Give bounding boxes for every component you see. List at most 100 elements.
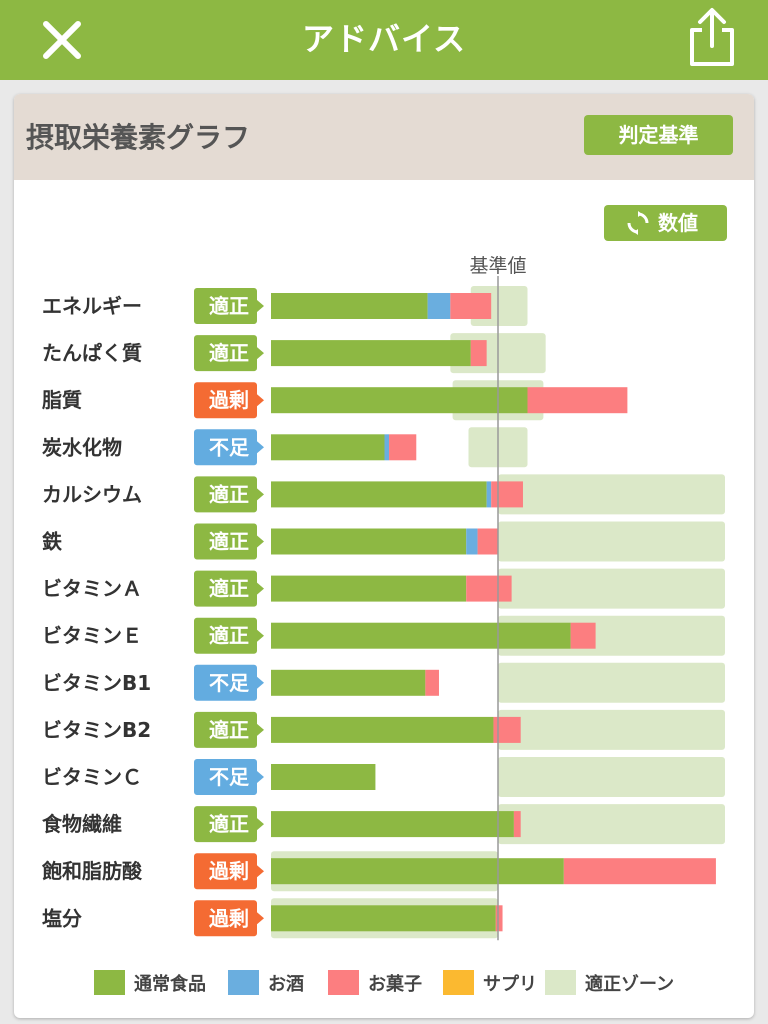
- nutrient-label: ビタミンＥ: [42, 624, 142, 648]
- status-badge: [194, 523, 264, 560]
- status-badge-text: 過剰: [209, 859, 249, 883]
- nutrient-label: ビタミンB2: [42, 718, 151, 742]
- nutrient-label: ビタミンＣ: [42, 765, 142, 789]
- status-badge: [194, 759, 264, 795]
- nutrient-label: たんぱく質: [42, 341, 142, 365]
- legend-label-zone: 適正ゾーン: [585, 973, 674, 995]
- share-button[interactable]: [684, 6, 740, 70]
- alcohol-bar: [486, 481, 492, 508]
- normal_food-bar: [271, 481, 487, 508]
- adequate-zone: [498, 662, 725, 703]
- nutrient-label: ビタミンB1: [42, 671, 151, 695]
- snacks-bar: [495, 905, 503, 932]
- reference-label: 基準値: [469, 255, 526, 277]
- criteria-button[interactable]: 判定基準: [584, 115, 733, 155]
- nutrient-label: エネルギー: [42, 294, 142, 318]
- snacks-bar: [491, 481, 523, 508]
- snacks-bar: [450, 293, 492, 319]
- nutrient-label: カルシウム: [42, 482, 142, 506]
- normal_food-bar: [271, 340, 471, 367]
- nutrient-label: 食物繊維: [42, 812, 122, 836]
- status-badge: [194, 900, 264, 937]
- normal_food-bar: [271, 764, 376, 790]
- normal_food-bar: [271, 669, 426, 696]
- status-badge-text: 適正: [209, 624, 249, 648]
- snacks-bar: [470, 340, 487, 367]
- adequate-zone: [498, 709, 725, 750]
- status-badge-text: 不足: [209, 765, 250, 789]
- adequate-zone: [498, 521, 725, 562]
- status-badge-text: 適正: [209, 718, 249, 742]
- snacks-bar: [389, 434, 417, 461]
- status-badge: [194, 570, 264, 607]
- snacks-bar: [425, 669, 439, 696]
- nutrient-label: 塩分: [42, 906, 82, 930]
- close-button[interactable]: [38, 16, 86, 64]
- legend-label-alcohol: お酒: [268, 973, 304, 995]
- status-badge: [194, 711, 264, 748]
- app-header: アドバイス: [0, 0, 768, 80]
- adequate-zone: [498, 757, 725, 797]
- legend-label-snacks: お菓子: [368, 973, 422, 995]
- legend-label-normal_food: 通常食品: [134, 973, 206, 995]
- status-badge: [194, 664, 264, 701]
- status-badge-text: 不足: [209, 435, 250, 459]
- normal_food-bar: [271, 434, 385, 461]
- adequate-zone: [498, 568, 725, 609]
- snacks-bar: [466, 575, 512, 602]
- snacks-bar: [570, 622, 596, 649]
- legend-swatch-normal_food: [94, 970, 125, 995]
- card-header: 摂取栄養素グラフ 判定基準: [14, 94, 754, 180]
- nutrient-label: 飽和脂肪酸: [42, 859, 143, 883]
- normal_food-bar: [271, 905, 496, 932]
- share-icon: [690, 8, 734, 66]
- close-icon: [43, 21, 81, 59]
- nutrient-graph-card: 摂取栄養素グラフ 判定基準 数値 エネルギー 適正 たんぱく質 適正 脂質 過剰 炭水化物不…: [14, 94, 754, 1018]
- legend-swatch-snacks: [328, 970, 359, 995]
- status-badge: [194, 806, 264, 843]
- normal_food-bar: [271, 858, 564, 885]
- normal_food-bar: [271, 528, 467, 555]
- status-badge-text: 適正: [209, 294, 249, 318]
- status-badge: [194, 382, 264, 419]
- status-badge: [194, 429, 264, 466]
- normal_food-bar: [271, 622, 571, 649]
- status-badge: [194, 853, 264, 890]
- adequate-zone: [498, 474, 725, 515]
- adequate-zone: [498, 804, 725, 845]
- snacks-bar: [513, 811, 521, 838]
- status-badge-text: 適正: [209, 812, 249, 836]
- status-badge-text: 過剰: [209, 388, 249, 412]
- status-badge-text: 適正: [209, 530, 249, 554]
- value-button-label: 数値: [658, 211, 698, 235]
- status-badge: [194, 288, 264, 324]
- legend-swatch-supplement: [443, 970, 474, 995]
- snacks-bar: [527, 387, 628, 414]
- status-badge-text: 適正: [209, 577, 249, 601]
- refresh-icon: [627, 211, 649, 235]
- legend-swatch-zone: [545, 970, 576, 995]
- value-toggle-button[interactable]: 数値: [604, 205, 727, 241]
- legend-swatch-alcohol: [228, 970, 259, 995]
- page-title: アドバイス: [301, 20, 467, 58]
- status-badge: [194, 476, 264, 513]
- nutrient-label: 炭水化物: [42, 435, 122, 459]
- snacks-bar: [477, 528, 498, 555]
- nutrient-label: 鉄: [42, 530, 62, 554]
- status-badge-text: 適正: [209, 482, 249, 506]
- status-badge: [194, 617, 264, 654]
- normal_food-bar: [271, 575, 467, 602]
- legend-label-supplement: サプリ: [483, 973, 537, 995]
- card-title: 摂取栄養素グラフ: [26, 121, 251, 154]
- status-badge: [194, 335, 264, 372]
- normal_food-bar: [271, 387, 528, 414]
- alcohol-bar: [466, 528, 478, 555]
- normal_food-bar: [271, 293, 428, 319]
- nutrient-label: ビタミンＡ: [42, 577, 142, 601]
- alcohol-bar: [427, 293, 451, 319]
- status-badge-text: 適正: [209, 341, 249, 365]
- normal_food-bar: [271, 811, 514, 838]
- nutrient-label: 脂質: [42, 388, 82, 412]
- snacks-bar: [563, 858, 716, 885]
